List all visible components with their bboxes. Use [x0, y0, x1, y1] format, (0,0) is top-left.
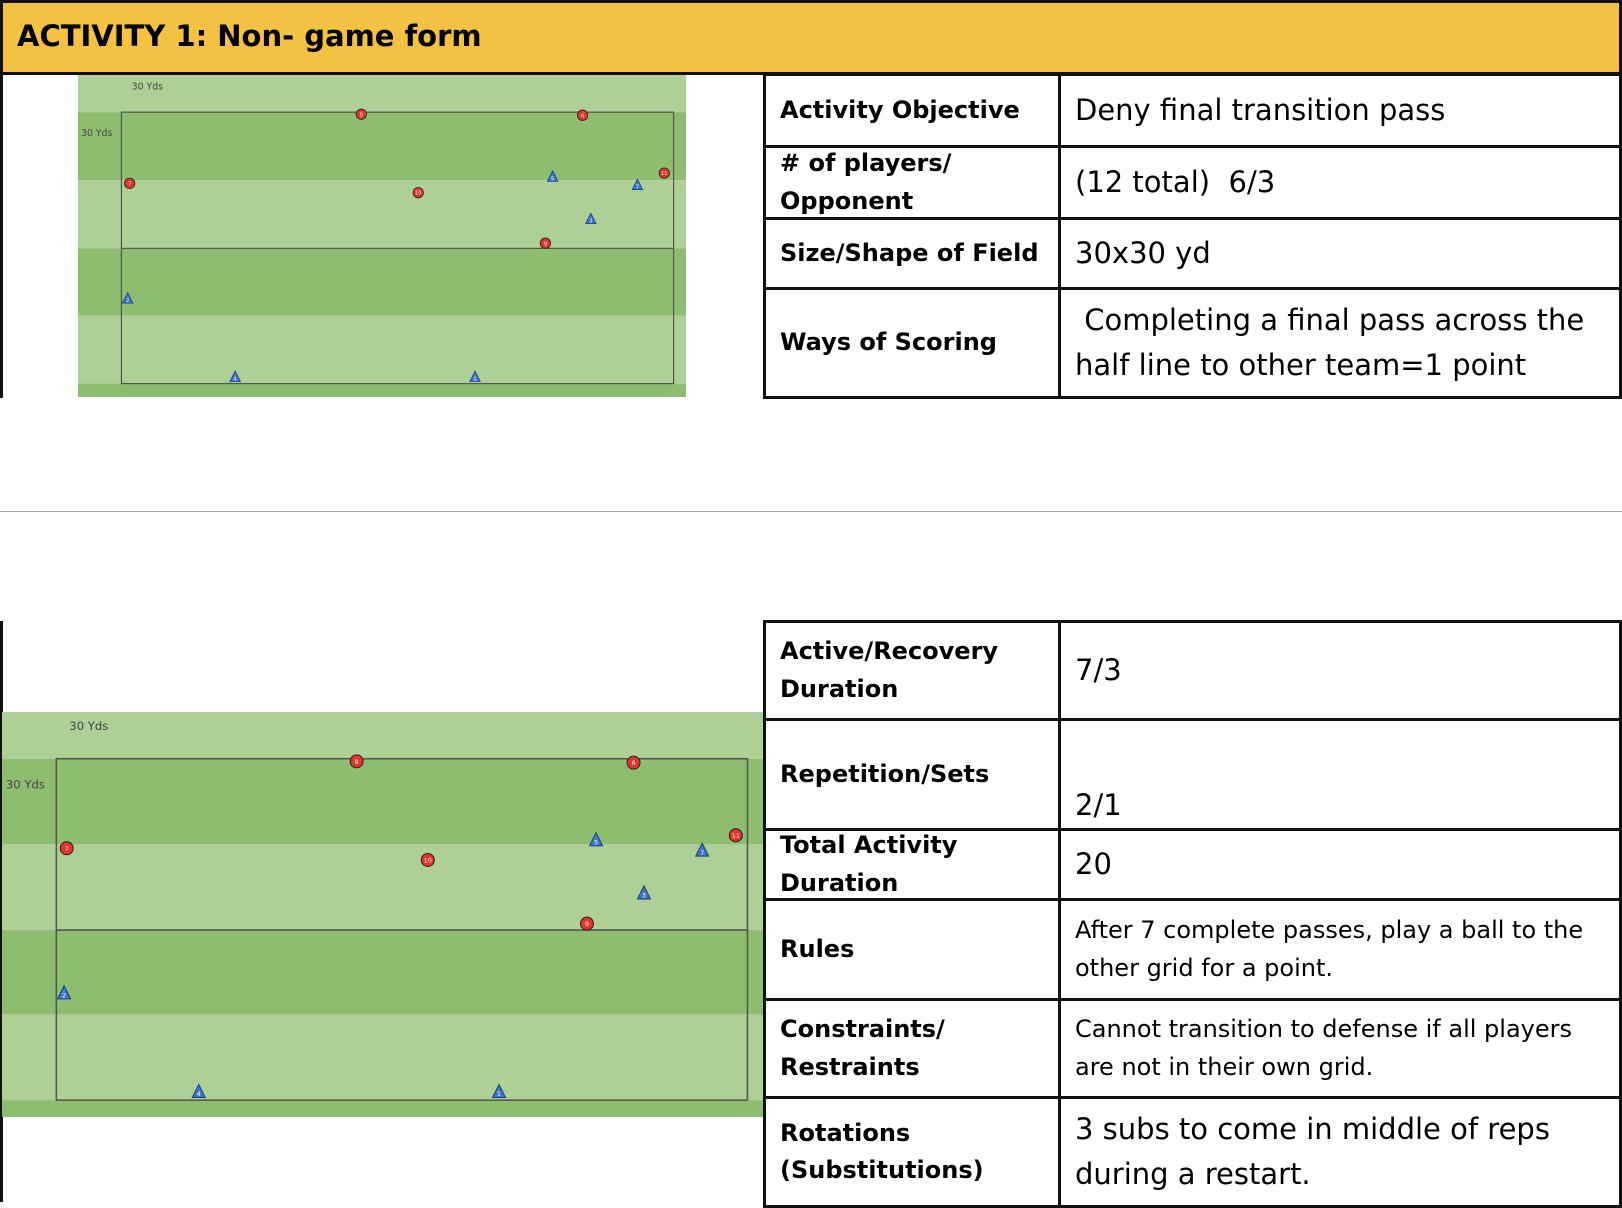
player-number: 6 [581, 113, 584, 119]
player-number: 7 [128, 181, 131, 187]
divider [0, 511, 1622, 512]
field-width-label: 30 Yds [69, 719, 108, 733]
border-line [0, 621, 3, 1202]
red-player [626, 755, 641, 770]
field-stripe [2, 844, 763, 931]
player-number: 10 [415, 191, 422, 197]
field-diagram: 30 Yds 30 Yds 8 6 7 10 11 9 5 7 3 2 4 1 [78, 75, 686, 397]
row-label: Rotations (Substitutions) [763, 1096, 1061, 1208]
player-number: 3 [642, 892, 646, 900]
border-line [0, 75, 3, 398]
red-player [412, 187, 424, 199]
row-value: Completing a final pass across the half … [1058, 287, 1622, 399]
blue-player [56, 984, 72, 1000]
field-diagram: 30 Yds 30 Yds 8 6 7 10 11 9 5 7 3 2 4 1 [2, 712, 763, 1117]
player-number: 7 [65, 845, 69, 853]
row-value: 3 subs to come in middle of reps during … [1058, 1096, 1622, 1208]
player-number: 3 [589, 219, 592, 225]
row-value: After 7 complete passes, play a ball to … [1058, 898, 1622, 1001]
blue-player [585, 212, 597, 225]
red-player [59, 841, 74, 856]
field-stripe [78, 315, 686, 384]
row-label: Ways of Scoring [763, 287, 1061, 399]
row-label: Constraints/ Restraints [763, 998, 1061, 1099]
row-label: # of players/ Opponent [763, 145, 1061, 220]
red-player [579, 916, 594, 931]
blue-player [229, 370, 242, 382]
row-value: Cannot transition to defense if all play… [1058, 998, 1622, 1099]
field-height-label: 30 Yds [81, 128, 112, 139]
blue-player [469, 370, 481, 382]
row-label: Active/Recovery Duration [763, 620, 1061, 721]
field-stripe [2, 758, 763, 845]
blue-player [694, 841, 710, 857]
field-height-label: 30 Yds [6, 778, 45, 792]
field-stripe [78, 75, 686, 113]
field-width-label: 30 Yds [132, 81, 163, 92]
player-number: 8 [360, 112, 363, 118]
player-number: 1 [473, 376, 476, 382]
player-number: 11 [661, 171, 668, 177]
field-stripe [2, 930, 763, 1015]
player-number: 7 [636, 185, 639, 191]
row-label: Repetition/Sets [763, 718, 1061, 831]
field-stripe [2, 712, 763, 759]
blue-player [588, 831, 604, 847]
row-value: Deny final transition pass [1058, 73, 1622, 148]
player-number: 11 [732, 832, 740, 840]
red-player [124, 177, 136, 189]
player-number: 4 [197, 1090, 201, 1098]
red-player [539, 237, 551, 249]
row-value: 7/3 [1058, 620, 1622, 721]
header-title: ACTIVITY 1: Non- game form [0, 0, 1622, 75]
blue-player [121, 291, 134, 304]
row-label: Activity Objective [763, 73, 1061, 148]
player-number: 4 [234, 376, 237, 382]
red-player [728, 828, 743, 843]
player-number: 6 [632, 759, 636, 767]
row-label: Total Activity Duration [763, 828, 1061, 901]
player-number: 1 [497, 1090, 501, 1098]
red-player [355, 108, 367, 120]
player-number: 2 [62, 992, 66, 1000]
field-stripe [78, 383, 686, 397]
player-number: 9 [544, 241, 547, 247]
red-player [420, 852, 435, 867]
red-player [577, 109, 589, 121]
red-player [349, 754, 364, 769]
player-number: 5 [594, 838, 598, 846]
player-number: 9 [585, 920, 589, 928]
field-stripe [2, 1100, 763, 1117]
field-stripe [78, 248, 686, 316]
player-number: 5 [551, 176, 554, 182]
blue-player [491, 1083, 507, 1099]
player-number: 10 [424, 857, 432, 865]
player-number: 2 [126, 298, 129, 304]
field-stripe [78, 112, 686, 181]
row-value: 2/1 [1058, 718, 1622, 831]
player-number: 7 [700, 849, 704, 857]
blue-player [636, 884, 652, 900]
field-stripe [2, 1014, 763, 1101]
row-label: Rules [763, 898, 1061, 1001]
blue-player [631, 178, 644, 190]
field-stripe [78, 180, 686, 249]
row-label: Size/Shape of Field [763, 217, 1061, 290]
row-value: 30x30 yd [1058, 217, 1622, 290]
blue-player [191, 1083, 207, 1099]
blue-player [546, 170, 559, 182]
row-value: (12 total) 6/3 [1058, 145, 1622, 220]
row-value: 20 [1058, 828, 1622, 901]
player-number: 8 [355, 758, 359, 766]
red-player [658, 167, 670, 179]
